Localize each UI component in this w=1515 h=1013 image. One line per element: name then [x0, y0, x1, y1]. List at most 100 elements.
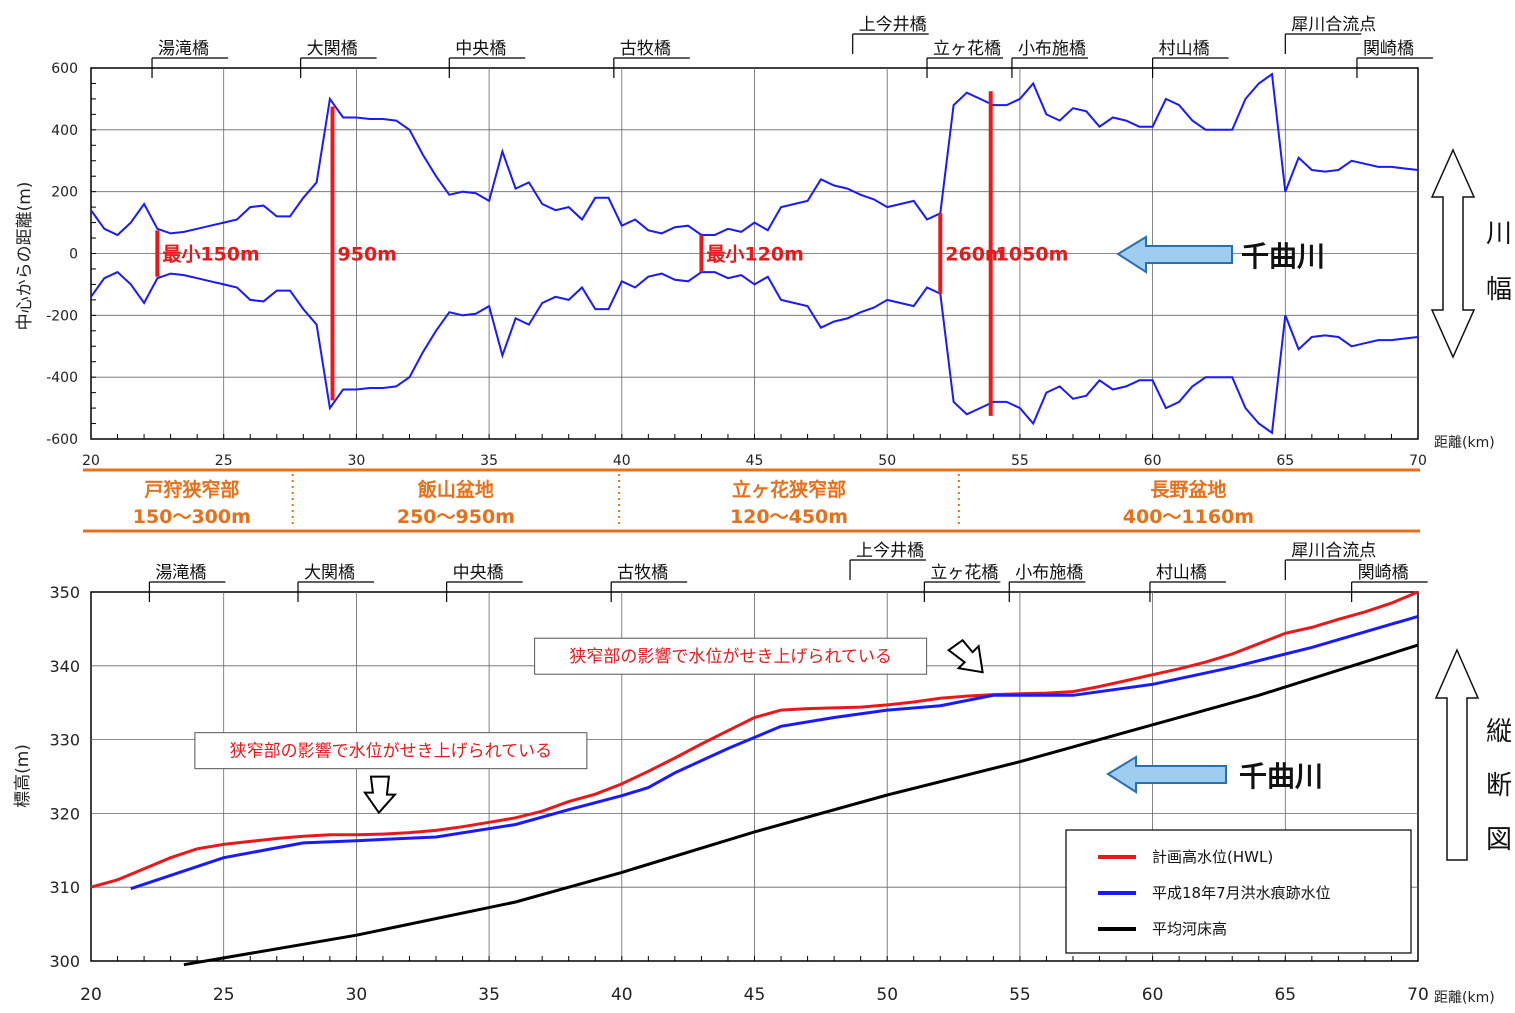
- annotation-text: 狭窄部の影響で水位がせき上げられている: [569, 647, 892, 667]
- top-x-tick-label: 55: [1011, 453, 1029, 469]
- top-river-arrow: 千曲川: [1116, 235, 1325, 274]
- series-line: [130, 614, 1419, 891]
- bottom-y-ticks: 350 340 330 320 310 300: [49, 583, 80, 971]
- bottom-y-tick-label: 300: [49, 952, 80, 971]
- lower-bank-line: [90, 270, 1419, 435]
- section-band: 戸狩狭窄部 150〜300m 飯山盆地 250〜950m 立ヶ花狭窄部 120〜450m 長…: [83, 468, 1420, 533]
- width-marker-label: 950m: [338, 244, 397, 266]
- section-range: 400〜1160m: [1123, 506, 1254, 528]
- bridge-label: 関崎橋: [1358, 563, 1409, 583]
- section-name: 戸狩狭窄部: [144, 478, 239, 501]
- bottom-y-tick-label: 350: [49, 583, 80, 602]
- side-label-char-3: 図: [1486, 825, 1512, 855]
- bridge-label: 中央橋: [455, 39, 506, 59]
- top-y-axis-label: 中心からの距離(m): [15, 182, 35, 331]
- top-grid: [90, 67, 1419, 440]
- side-label-char-2: 幅: [1486, 275, 1512, 305]
- series-line: [90, 590, 1419, 889]
- bridge-label: 犀川合流点: [1291, 15, 1376, 35]
- bridge-label: 古牧橋: [617, 563, 668, 583]
- bottom-y-axis-label: 標高(m): [13, 744, 33, 808]
- bottom-x-axis-label: 距離(km): [1434, 989, 1495, 1006]
- bridge-label: 湯滝橋: [158, 39, 209, 59]
- annotation-arrow-icon: [946, 638, 984, 674]
- bridge-label: 古牧橋: [620, 39, 671, 59]
- bottom-y-tick-label: 330: [49, 731, 80, 750]
- bridge-label: 中央橋: [453, 563, 504, 583]
- annotation-box: [194, 732, 588, 770]
- longitudinal-profile-chart: 350 340 330 320 310 300 20 25 30 35 40 45 50 55 60 65 7…: [13, 541, 1512, 1006]
- bottom-series: [90, 590, 1419, 967]
- bottom-x-tick-label: 30: [346, 985, 368, 1005]
- top-y-tick-label: 0: [69, 247, 78, 263]
- bottom-y-tick-label: 320: [49, 804, 80, 823]
- top-river-label: 千曲川: [1241, 240, 1325, 273]
- bridge-label: 立ヶ花橋: [933, 39, 1001, 59]
- bridge-label: 村山橋: [1159, 39, 1210, 59]
- up-arrow-icon: [1434, 648, 1480, 861]
- river-width-chart: 600 400 200 0 -200 -400 -600 20 25 30 35 40 45 50 55 6…: [15, 15, 1512, 469]
- top-x-ticks: 20 25 30 35 40 45 50 55 60 65 70: [82, 453, 1427, 469]
- bottom-river-label: 千曲川: [1239, 760, 1323, 793]
- flow-arrow-icon: [1106, 755, 1227, 794]
- bottom-x-tick-label: 35: [478, 985, 500, 1005]
- section-range: 250〜950m: [397, 506, 515, 528]
- longitudinal-arrow: 縦 断 図: [1434, 648, 1512, 861]
- bottom-x-tick-label: 65: [1274, 985, 1296, 1005]
- top-x-tick-label: 35: [480, 453, 498, 469]
- section-range: 150〜300m: [133, 506, 251, 528]
- bottom-x-tick-label: 20: [80, 985, 102, 1005]
- top-y-tick-label: -600: [46, 432, 78, 448]
- bottom-x-tick-label: 60: [1142, 985, 1164, 1005]
- bridge-label: 犀川合流点: [1291, 541, 1376, 561]
- section-name: 立ヶ花狭窄部: [732, 478, 846, 501]
- side-label-char-1: 縦: [1486, 717, 1512, 747]
- top-x-tick-label: 30: [347, 453, 365, 469]
- top-x-tick-label: 65: [1276, 453, 1294, 469]
- top-x-tick-label: 20: [82, 453, 100, 469]
- bridge-label: 小布施橋: [1015, 563, 1083, 583]
- top-x-tick-label: 70: [1409, 453, 1427, 469]
- legend-label: 平均河床高: [1152, 920, 1227, 938]
- top-x-tick-label: 50: [878, 453, 896, 469]
- top-x-tick-label: 40: [613, 453, 631, 469]
- double-arrow-icon: [1430, 148, 1476, 359]
- bridge-label: 大関橋: [304, 563, 355, 583]
- bottom-x-tick-label: 55: [1009, 985, 1031, 1005]
- upper-bank-line: [90, 72, 1419, 237]
- bottom-x-tick-label: 45: [744, 985, 766, 1005]
- bottom-y-tick-label: 340: [49, 657, 80, 676]
- annotation-text: 狭窄部の影響で水位がせき上げられている: [230, 742, 553, 762]
- legend-label: 計画高水位(HWL): [1152, 848, 1273, 866]
- top-y-tick-label: -200: [46, 308, 78, 324]
- flow-arrow-icon: [1116, 235, 1233, 274]
- series-line: [183, 643, 1419, 967]
- side-label-char-1: 川: [1486, 219, 1512, 249]
- top-x-axis-label: 距離(km): [1434, 434, 1495, 451]
- bottom-x-tick-label: 50: [876, 985, 898, 1005]
- bridge-label: 湯滝橋: [155, 563, 206, 583]
- top-y-ticks: 600 400 200 0 -200 -400 -600: [46, 61, 78, 448]
- section-range: 120〜450m: [730, 506, 848, 528]
- section-name: 飯山盆地: [417, 478, 494, 501]
- side-label-char-2: 断: [1486, 771, 1512, 801]
- annotation-box: [534, 637, 928, 675]
- bottom-x-ticks: 20 25 30 35 40 45 50 55 60 65 70: [80, 985, 1429, 1005]
- bridge-label: 関崎橋: [1363, 39, 1414, 59]
- section-name: 長野盆地: [1150, 478, 1226, 501]
- bottom-river-arrow: 千曲川: [1106, 755, 1323, 794]
- top-x-tick-label: 60: [1144, 453, 1162, 469]
- top-x-tick-label: 45: [746, 453, 764, 469]
- top-y-tick-label: 200: [51, 185, 78, 201]
- width-marker-label: 最小150m: [162, 244, 259, 266]
- bottom-x-tick-label: 25: [213, 985, 235, 1005]
- top-y-tick-label: 400: [51, 123, 78, 139]
- width-marker-label: 最小120m: [706, 244, 803, 266]
- width-double-arrow: 川 幅: [1430, 148, 1512, 359]
- bridge-label: 小布施橋: [1018, 39, 1086, 59]
- annotation-arrow-icon: [362, 775, 398, 815]
